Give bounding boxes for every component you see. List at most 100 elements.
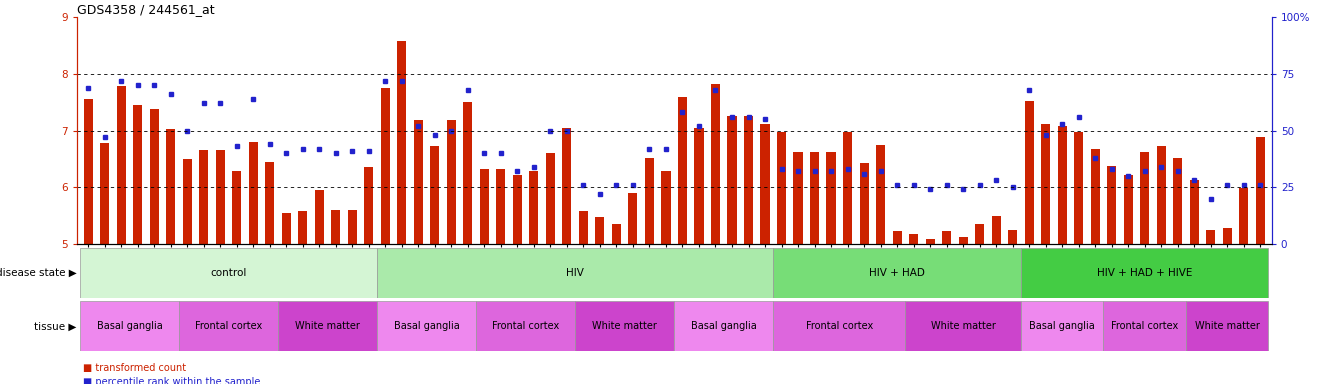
- Bar: [200, 151, 209, 244]
- Bar: [249, 142, 258, 244]
- Bar: [134, 105, 143, 244]
- Bar: [1091, 149, 1100, 244]
- Text: ■ transformed count: ■ transformed count: [83, 363, 186, 373]
- Bar: [299, 211, 307, 244]
- Bar: [398, 41, 406, 244]
- Bar: [529, 171, 538, 244]
- Text: control: control: [210, 268, 247, 278]
- Bar: [793, 152, 802, 244]
- Text: HIV: HIV: [566, 268, 584, 278]
- FancyBboxPatch shape: [1104, 301, 1186, 351]
- Bar: [182, 159, 192, 244]
- Bar: [513, 175, 522, 244]
- Bar: [100, 143, 110, 244]
- Text: White matter: White matter: [1195, 321, 1260, 331]
- Text: Basal ganglia: Basal ganglia: [691, 321, 756, 331]
- FancyBboxPatch shape: [79, 248, 377, 298]
- Bar: [958, 237, 968, 244]
- Bar: [595, 217, 604, 244]
- Bar: [215, 151, 225, 244]
- Bar: [1025, 101, 1034, 244]
- Bar: [83, 99, 93, 244]
- Bar: [447, 120, 456, 244]
- Bar: [149, 109, 159, 244]
- Bar: [348, 210, 357, 244]
- Text: Frontal cortex: Frontal cortex: [805, 321, 873, 331]
- Bar: [1206, 230, 1215, 244]
- Text: tissue ▶: tissue ▶: [34, 321, 77, 331]
- Text: Basal ganglia: Basal ganglia: [97, 321, 163, 331]
- Text: Frontal cortex: Frontal cortex: [194, 321, 262, 331]
- Bar: [612, 224, 621, 244]
- Bar: [414, 120, 423, 244]
- Bar: [843, 132, 853, 244]
- Bar: [1058, 126, 1067, 244]
- Bar: [777, 132, 787, 244]
- Bar: [760, 124, 769, 244]
- Text: ■ percentile rank within the sample: ■ percentile rank within the sample: [83, 377, 260, 384]
- FancyBboxPatch shape: [773, 301, 906, 351]
- FancyBboxPatch shape: [1021, 301, 1104, 351]
- Bar: [1009, 230, 1017, 244]
- Bar: [1140, 152, 1149, 244]
- FancyBboxPatch shape: [1021, 248, 1269, 298]
- Bar: [1157, 146, 1166, 244]
- Bar: [546, 153, 555, 244]
- Bar: [496, 169, 505, 244]
- Text: White matter: White matter: [931, 321, 995, 331]
- Bar: [381, 88, 390, 244]
- Text: Basal ganglia: Basal ganglia: [1030, 321, 1095, 331]
- FancyBboxPatch shape: [674, 301, 773, 351]
- Bar: [315, 190, 324, 244]
- Bar: [976, 224, 984, 244]
- Bar: [859, 164, 869, 244]
- FancyBboxPatch shape: [906, 301, 1021, 351]
- Bar: [645, 158, 654, 244]
- Bar: [167, 129, 176, 244]
- Bar: [480, 169, 489, 244]
- Bar: [1256, 137, 1265, 244]
- Bar: [892, 232, 902, 244]
- Text: White matter: White matter: [295, 321, 360, 331]
- Text: disease state ▶: disease state ▶: [0, 268, 77, 278]
- Bar: [282, 213, 291, 244]
- FancyBboxPatch shape: [476, 301, 575, 351]
- Bar: [876, 145, 886, 244]
- Bar: [1073, 132, 1083, 244]
- Bar: [579, 211, 588, 244]
- FancyBboxPatch shape: [1186, 301, 1269, 351]
- FancyBboxPatch shape: [377, 248, 773, 298]
- Bar: [744, 116, 754, 244]
- Text: Basal ganglia: Basal ganglia: [394, 321, 460, 331]
- FancyBboxPatch shape: [575, 301, 674, 351]
- Bar: [711, 84, 720, 244]
- Bar: [1223, 228, 1232, 244]
- Bar: [943, 232, 951, 244]
- FancyBboxPatch shape: [773, 248, 1021, 298]
- Bar: [332, 210, 340, 244]
- Bar: [463, 102, 472, 244]
- Bar: [810, 152, 820, 244]
- Bar: [661, 171, 670, 244]
- Text: White matter: White matter: [592, 321, 657, 331]
- Bar: [1173, 158, 1182, 244]
- Bar: [727, 116, 736, 244]
- Bar: [826, 152, 836, 244]
- Bar: [365, 167, 373, 244]
- Bar: [910, 233, 917, 244]
- Bar: [562, 128, 571, 244]
- Text: Frontal cortex: Frontal cortex: [492, 321, 559, 331]
- Bar: [1042, 124, 1050, 244]
- FancyBboxPatch shape: [278, 301, 377, 351]
- Bar: [266, 162, 275, 244]
- Bar: [628, 193, 637, 244]
- Text: HIV + HAD + HIVE: HIV + HAD + HIVE: [1097, 268, 1192, 278]
- Bar: [694, 128, 703, 244]
- Bar: [992, 215, 1001, 244]
- Bar: [1239, 188, 1248, 244]
- FancyBboxPatch shape: [377, 301, 476, 351]
- Text: HIV + HAD: HIV + HAD: [869, 268, 925, 278]
- FancyBboxPatch shape: [178, 301, 278, 351]
- Bar: [1190, 180, 1199, 244]
- Text: Frontal cortex: Frontal cortex: [1110, 321, 1178, 331]
